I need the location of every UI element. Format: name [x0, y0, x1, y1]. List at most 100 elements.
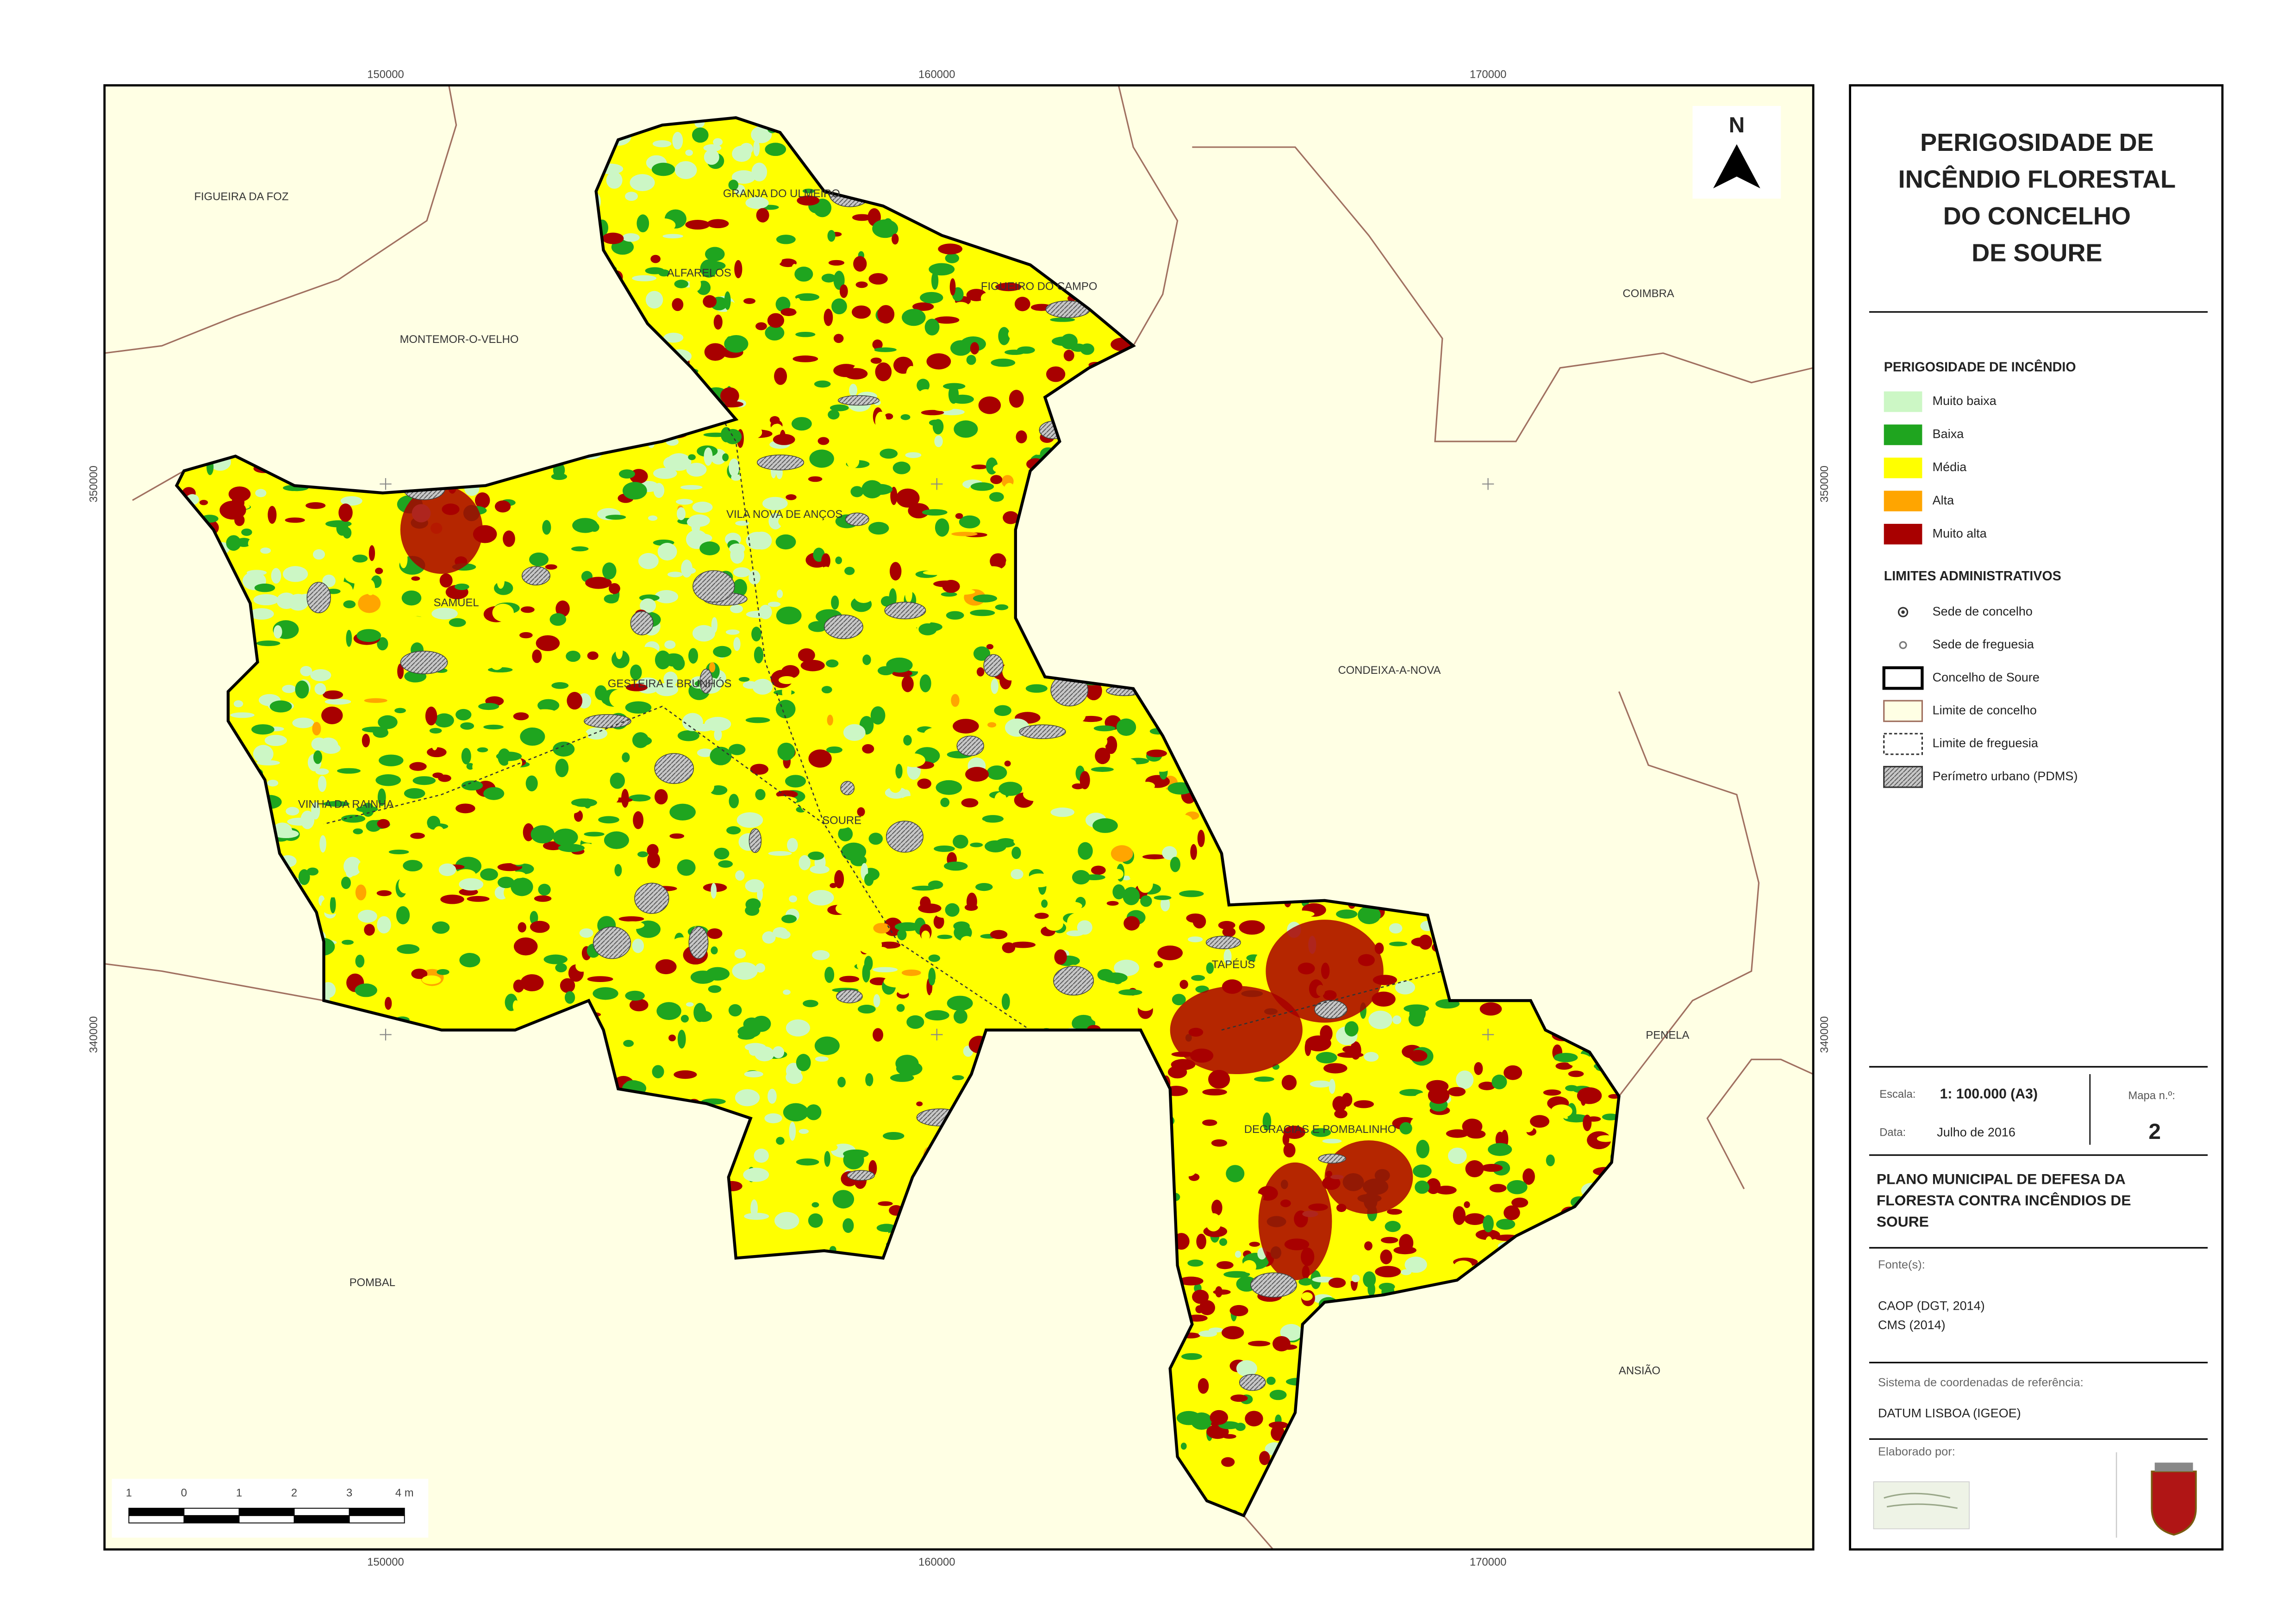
hazard-patch [953, 302, 969, 311]
hazard-patch [1075, 704, 1086, 722]
hazard-patch [966, 1019, 990, 1034]
hazard-patch [1337, 1052, 1364, 1058]
hazard-patch [873, 769, 897, 787]
hazard-patch [784, 642, 797, 658]
hazard-patch [973, 684, 991, 690]
hazard-patch [897, 929, 907, 940]
hazard-patch [1080, 343, 1094, 355]
hazard-patch [1489, 1184, 1507, 1193]
urban-perimeter [1250, 1272, 1297, 1298]
hazard-patch [695, 335, 707, 342]
hazard-patch [769, 267, 778, 282]
hazard-patch [1097, 969, 1113, 981]
hazard-patch [773, 434, 795, 445]
sources-label: Fonte(s): [1878, 1258, 1925, 1271]
place-name: TAPÉUS [1212, 958, 1255, 971]
x-coord-top: 160000 [918, 68, 955, 81]
hazard-patch [936, 780, 962, 795]
hazard-patch [1465, 1160, 1484, 1177]
hazard-patch [841, 883, 856, 894]
hazard-patch [676, 498, 693, 505]
hazard-patch [911, 885, 936, 891]
hazard-patch [917, 389, 934, 404]
place-name: MONTEMOR-O-VELHO [400, 333, 519, 346]
hazard-patch [1202, 1088, 1227, 1096]
hazard-patch [1138, 835, 1146, 843]
hazard-patch [1054, 949, 1067, 965]
hazard-patch [746, 532, 769, 550]
hazard-patch [953, 1009, 967, 1024]
hazard-patch [752, 1015, 771, 1032]
hazard-patch [1034, 913, 1049, 919]
hazard-patch [961, 936, 973, 946]
hazard-patch [574, 810, 583, 822]
plan-title: FLORESTA CONTRA INCÊNDIOS DE [1877, 1192, 2131, 1208]
hazard-patch [855, 908, 878, 922]
hazard-patch [1372, 991, 1396, 1007]
hazard-patch [292, 717, 314, 728]
hazard-patch [1216, 1261, 1234, 1269]
hazard-patch [1223, 949, 1232, 964]
hazard-patch [564, 991, 575, 1004]
hazard-patch [781, 914, 797, 923]
hazard-patch [306, 867, 319, 876]
hazard-patch [558, 844, 585, 852]
hazard-patch [1273, 1305, 1287, 1316]
grid-cross [1482, 478, 1494, 490]
hazard-patch [1364, 1241, 1373, 1250]
hazard-patch [1153, 808, 1179, 819]
hazard-patch [569, 853, 583, 861]
hazard-patch [1551, 1104, 1572, 1118]
grid-cross [380, 478, 392, 490]
hazard-patch [692, 501, 713, 513]
hazard-patch [478, 703, 499, 710]
hazard-patch [839, 976, 860, 983]
hazard-patch [539, 911, 550, 916]
hazard-patch [410, 833, 425, 839]
hazard-patch [251, 724, 275, 735]
hazard-patch [986, 644, 994, 650]
hazard-patch [1152, 966, 1164, 983]
urban-perimeter [593, 926, 631, 959]
hazard-patch [1399, 1089, 1423, 1096]
hazard-patch [1375, 1266, 1401, 1278]
hazard-patch [1157, 945, 1183, 960]
hazard-patch [555, 600, 570, 617]
hazard-patch [705, 247, 725, 261]
hazard-patch [865, 1073, 873, 1087]
hazard-patch [1271, 1425, 1285, 1441]
urban-perimeter [634, 883, 669, 914]
hazard-patch [693, 826, 711, 836]
hazard-patch [956, 700, 977, 706]
hazard-patch [798, 648, 815, 662]
hazard-patch [496, 752, 522, 761]
hazard-patch [745, 197, 769, 209]
hazard-patch [756, 208, 769, 223]
hazard-patch [935, 537, 943, 542]
hazard-patch [1342, 1045, 1356, 1053]
hazard-patch [1198, 1189, 1205, 1206]
hazard-patch [1249, 1242, 1260, 1247]
legend-title: PERIGOSIDADE DE INCÊNDIO [1884, 359, 2076, 374]
scale-bar-segment [293, 1515, 350, 1524]
municipality-limit [104, 85, 457, 354]
hazard-patch [800, 659, 825, 672]
hazard-patch [1011, 846, 1021, 859]
hazard-patch [543, 954, 568, 964]
hazard-patch [1210, 1366, 1232, 1378]
hazard-patch [647, 844, 659, 857]
hazard-patch [657, 542, 677, 561]
hazard-patch [650, 255, 661, 263]
hazard-patch [613, 525, 635, 541]
hazard-patch [414, 1007, 425, 1026]
hazard-patch [753, 140, 760, 156]
hazard-patch [883, 976, 910, 988]
hazard-patch [750, 925, 761, 931]
hazard-patch [973, 646, 991, 661]
hazard-patch [429, 728, 442, 734]
urban-perimeter [886, 821, 923, 853]
hazard-patch [1181, 1353, 1203, 1360]
hazard-patch [873, 967, 898, 973]
hazard-patch [735, 870, 745, 881]
hazard-patch [560, 978, 575, 993]
